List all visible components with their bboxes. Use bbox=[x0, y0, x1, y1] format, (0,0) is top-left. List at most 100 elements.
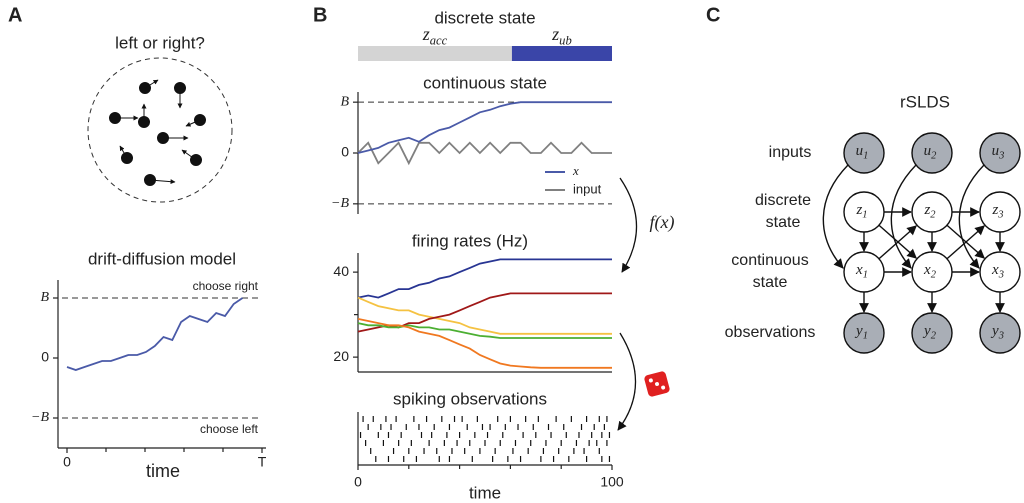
question: left or right? bbox=[115, 33, 205, 52]
ddm-trace bbox=[66, 297, 244, 371]
y-tick-label: 40 bbox=[333, 263, 349, 279]
node bbox=[843, 132, 885, 174]
y-tick-label: 0 bbox=[341, 144, 349, 160]
legend-label: input bbox=[573, 181, 602, 196]
row-label: observations bbox=[725, 324, 816, 341]
node-label-sub: 2 bbox=[930, 210, 936, 221]
series-line bbox=[357, 141, 612, 166]
node-label-sub: 1 bbox=[862, 210, 867, 221]
state-label-sub: acc bbox=[430, 33, 448, 47]
diagram-title: rSLDS bbox=[900, 92, 950, 111]
node bbox=[843, 191, 885, 233]
node-label-sub: 1 bbox=[863, 151, 868, 162]
node-label: u2 bbox=[924, 143, 938, 161]
chart-title: spiking observations bbox=[393, 389, 547, 408]
function-label: f(x) bbox=[650, 212, 675, 233]
node-label-sub: 1 bbox=[863, 331, 868, 342]
edge bbox=[878, 224, 917, 259]
particles bbox=[87, 57, 233, 203]
panel-label: B bbox=[313, 4, 327, 26]
node-label-base: z bbox=[991, 202, 998, 218]
chart-title: continuous state bbox=[423, 73, 547, 92]
node-label-base: x bbox=[991, 262, 999, 278]
state-label-base: z bbox=[551, 24, 559, 44]
node-label-base: u bbox=[924, 143, 932, 159]
annotation: choose right bbox=[193, 279, 259, 293]
state-label-base: z bbox=[422, 24, 430, 44]
input-edge bbox=[822, 164, 849, 269]
node-label: z1 bbox=[855, 202, 867, 220]
rate-line bbox=[357, 258, 612, 299]
y-tick-label: −B bbox=[31, 410, 49, 425]
rate-line bbox=[357, 296, 612, 335]
state-label-sub: ub bbox=[559, 33, 572, 47]
node-label: z3 bbox=[991, 202, 1003, 220]
node-label: z2 bbox=[923, 202, 936, 220]
row-label: state bbox=[753, 274, 788, 291]
panel-label: A bbox=[8, 4, 22, 26]
node-label: x3 bbox=[991, 262, 1004, 280]
y-tick-label: B bbox=[40, 290, 49, 305]
input-edge bbox=[890, 164, 917, 269]
node-label-sub: 2 bbox=[931, 151, 937, 162]
state-segment bbox=[511, 46, 612, 61]
y-tick-label: −B bbox=[331, 196, 349, 211]
chart-title: firing rates (Hz) bbox=[412, 231, 528, 250]
state-label: zacc bbox=[422, 24, 448, 47]
annotation: choose left bbox=[200, 422, 259, 436]
edge bbox=[946, 224, 985, 259]
chart-title: discrete state bbox=[434, 8, 535, 27]
node-label-base: x bbox=[855, 262, 863, 278]
node-label-base: y bbox=[854, 323, 863, 339]
y-tick-label: 20 bbox=[333, 348, 349, 364]
node-label-base: z bbox=[855, 202, 862, 218]
x-tick-label: T bbox=[258, 454, 267, 470]
state-segment bbox=[358, 46, 512, 61]
x-tick-label: 100 bbox=[600, 474, 624, 490]
arrow-spikes bbox=[617, 332, 637, 431]
node-label-base: y bbox=[990, 323, 999, 339]
node-label-base: z bbox=[923, 202, 930, 218]
node bbox=[979, 312, 1021, 354]
series-line bbox=[357, 101, 612, 154]
state-label: zub bbox=[551, 24, 572, 47]
x-axis-label: time bbox=[469, 483, 501, 502]
row-label: inputs bbox=[769, 144, 812, 161]
node-label: u3 bbox=[992, 143, 1005, 161]
node-label: x2 bbox=[923, 262, 937, 280]
node bbox=[911, 191, 953, 233]
legend-label: x bbox=[572, 163, 579, 178]
node-label-base: y bbox=[922, 323, 931, 339]
node-label: u1 bbox=[856, 143, 869, 161]
node-label: y2 bbox=[922, 323, 937, 341]
node-label: y3 bbox=[990, 323, 1004, 341]
rate-line bbox=[357, 322, 612, 339]
chart-title: drift-diffusion model bbox=[88, 249, 236, 268]
node bbox=[843, 312, 885, 354]
row-label: state bbox=[766, 214, 801, 231]
node bbox=[843, 251, 885, 293]
node-label-sub: 3 bbox=[997, 210, 1003, 221]
node-label-base: u bbox=[992, 143, 1000, 159]
node-label: y1 bbox=[854, 323, 868, 341]
node-label-base: u bbox=[856, 143, 864, 159]
row-label: discrete bbox=[755, 192, 811, 209]
input-edge bbox=[958, 164, 985, 269]
node bbox=[979, 132, 1021, 174]
node-label-sub: 2 bbox=[931, 270, 937, 281]
node-label-sub: 3 bbox=[998, 151, 1004, 162]
node-label-sub: 2 bbox=[931, 331, 937, 342]
node bbox=[911, 312, 953, 354]
node bbox=[911, 251, 953, 293]
x-axis-label: time bbox=[146, 461, 180, 481]
node-label-sub: 3 bbox=[998, 331, 1004, 342]
x-tick-label: 0 bbox=[63, 454, 71, 470]
arena bbox=[87, 57, 233, 203]
y-tick-label: B bbox=[340, 94, 349, 109]
y-tick-label: 0 bbox=[41, 349, 49, 365]
node-label-sub: 1 bbox=[863, 270, 868, 281]
node-label-sub: 3 bbox=[998, 270, 1004, 281]
node-label-base: x bbox=[923, 262, 931, 278]
dice-icon bbox=[644, 371, 670, 397]
